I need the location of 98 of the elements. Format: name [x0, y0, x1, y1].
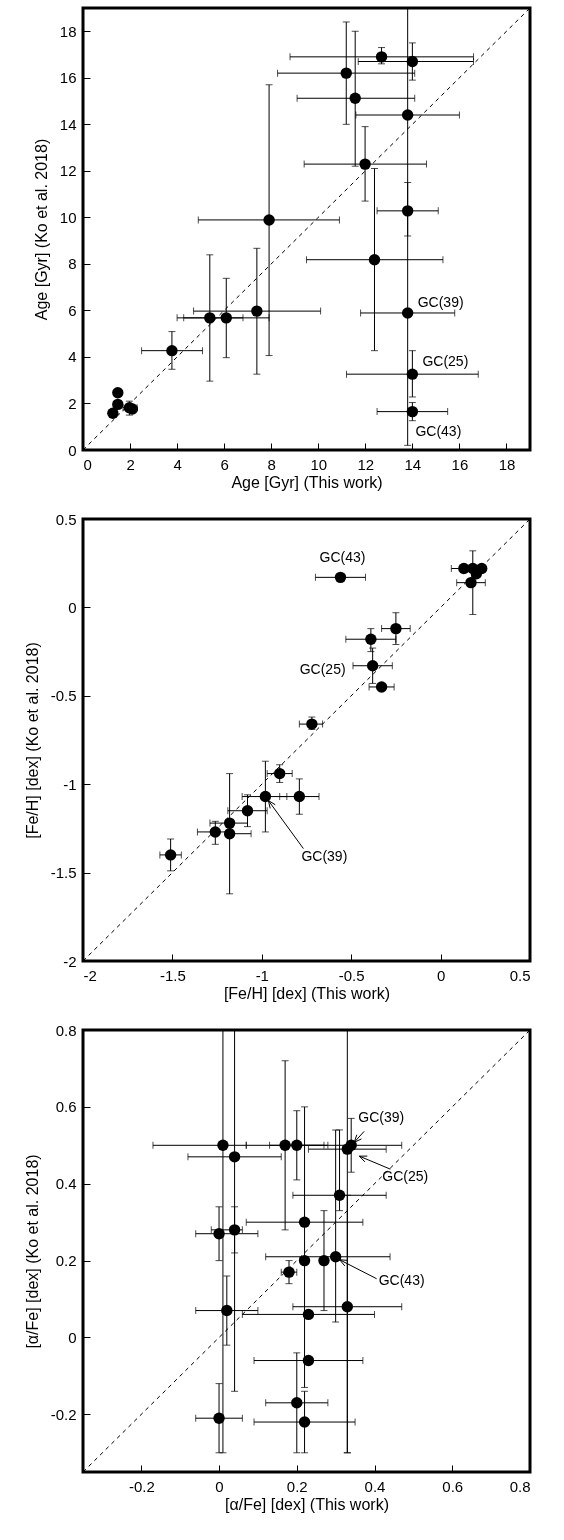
y-tick-label: 14 [59, 115, 77, 133]
annotation: GC(43) [415, 422, 462, 439]
point [263, 214, 275, 226]
x-axis-title: Age [Gyr] (This work) [231, 473, 383, 491]
annotation: GC(39) [417, 293, 464, 310]
x-tick-label: 10 [310, 455, 328, 473]
point [302, 1354, 315, 1367]
point [279, 1139, 291, 1151]
y-tick-label: 0 [68, 441, 77, 459]
x-tick-label: 0.5 [509, 966, 531, 984]
y-tick-label: 16 [59, 69, 77, 87]
x-tick-label: -0.2 [128, 1477, 155, 1495]
y-tick-label: 0 [68, 1328, 77, 1346]
point [283, 1266, 295, 1278]
x-tick-label: 0 [83, 455, 92, 473]
point [228, 1224, 241, 1236]
y-tick-label: 2 [68, 394, 77, 412]
point [298, 1216, 311, 1228]
point [251, 305, 263, 317]
y-axis-title: [Fe/H] [dex] (Ko et al. 2018) [23, 642, 41, 839]
point [406, 368, 419, 380]
x-axis-title: [Fe/H] [dex] (This work) [223, 984, 391, 1002]
y-tick-label: 6 [68, 301, 77, 319]
x-tick-label: -1 [255, 966, 269, 984]
annotation: GC(25) [422, 353, 469, 370]
point [204, 312, 216, 324]
point [401, 307, 414, 319]
point [298, 1416, 311, 1428]
y-tick-label: 10 [59, 208, 77, 226]
point [220, 312, 232, 324]
point [302, 1308, 315, 1321]
y-tick-label: 0.5 [55, 510, 77, 528]
point [349, 92, 361, 104]
y-tick-label: 4 [68, 348, 77, 366]
point [213, 1228, 225, 1240]
point [406, 405, 419, 418]
annotation: GC(39) [358, 1109, 405, 1126]
y-tick-label: 8 [68, 255, 77, 273]
annotation: GC(43) [378, 1271, 425, 1288]
annotation: GC(25) [382, 1168, 429, 1185]
point [213, 1412, 225, 1424]
point [298, 1254, 311, 1267]
y-tick-label: 0.4 [55, 1175, 77, 1193]
x-tick-label: 0.8 [509, 1477, 531, 1495]
x-tick-label: 6 [220, 455, 229, 473]
x-tick-label: 8 [267, 455, 276, 473]
point [318, 1254, 330, 1267]
x-tick-label: -0.5 [338, 966, 365, 984]
point [368, 254, 381, 266]
annotation: GC(25) [299, 660, 346, 677]
y-tick-label: -1 [63, 775, 77, 793]
x-axis-title: [α/Fe] [dex] (This work) [225, 1495, 389, 1513]
y-tick-label: 18 [59, 22, 77, 40]
x-tick-label: -1.5 [159, 966, 186, 984]
point [112, 387, 124, 399]
y-tick-label: 0 [68, 598, 77, 616]
y-tick-label: -2 [63, 952, 77, 970]
y-tick-label: 0.6 [55, 1098, 77, 1116]
point [221, 1304, 233, 1317]
y-tick-label: -1.5 [50, 864, 77, 882]
y-tick-label: -0.5 [50, 687, 77, 705]
x-tick-label: 0.4 [364, 1477, 386, 1495]
point [401, 205, 414, 217]
point [112, 398, 124, 411]
x-tick-label: 2 [126, 455, 135, 473]
x-tick-label: 0 [436, 966, 446, 984]
point [341, 1301, 354, 1313]
y-axis-title: Age [Gyr] (Ko et al. 2018) [32, 138, 50, 321]
x-tick-label: -2 [83, 966, 97, 984]
y-axis-title: [α/Fe] [dex] (Ko et al. 2018) [23, 1154, 41, 1349]
x-tick-label: 18 [498, 455, 516, 473]
x-tick-label: 16 [451, 455, 469, 473]
y-tick-label: -0.2 [50, 1405, 77, 1423]
point [291, 1139, 303, 1151]
x-tick-label: 0 [215, 1477, 224, 1495]
x-tick-label: 4 [173, 455, 182, 473]
point [107, 407, 119, 419]
point [340, 67, 352, 79]
point [406, 55, 419, 68]
y-tick-label: 0.8 [55, 1021, 77, 1039]
point [217, 1139, 229, 1151]
point [341, 1143, 354, 1155]
point [375, 51, 388, 63]
annotation: GC(39) [301, 847, 348, 864]
point [333, 1189, 346, 1201]
x-tick-label: 14 [404, 455, 422, 473]
y-tick-label: 12 [59, 162, 77, 180]
y-tick-label: 0.2 [55, 1252, 77, 1270]
point [166, 344, 178, 357]
point [228, 1151, 241, 1163]
x-tick-label: 12 [357, 455, 375, 473]
annotation: GC(43) [319, 549, 366, 566]
point [401, 109, 414, 121]
point [329, 1251, 342, 1263]
x-tick-label: 0.2 [286, 1477, 308, 1495]
point [291, 1397, 303, 1409]
x-tick-label: 0.6 [442, 1477, 464, 1495]
point [359, 158, 371, 170]
